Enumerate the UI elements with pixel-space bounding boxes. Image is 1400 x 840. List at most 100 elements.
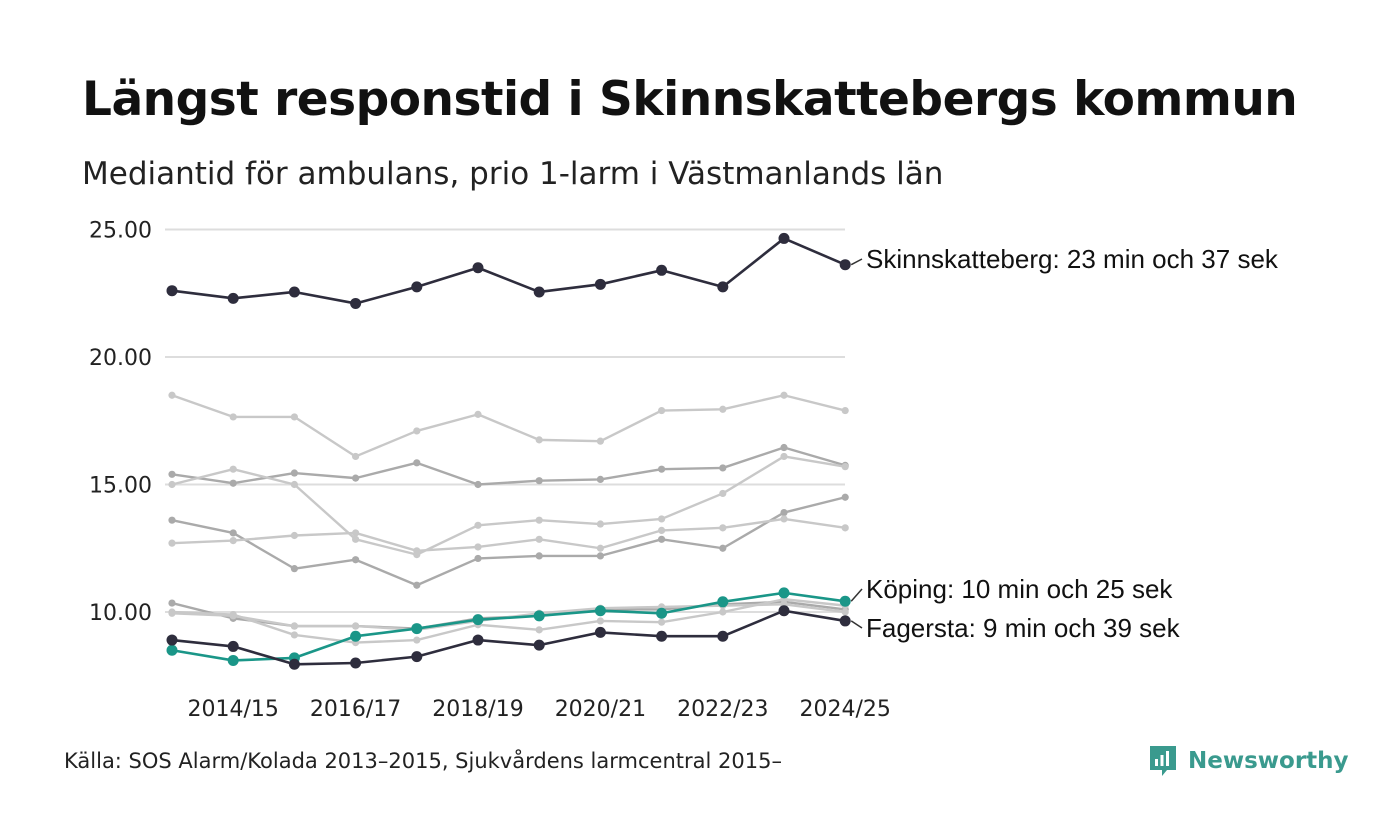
label-leader-k-ping xyxy=(850,588,863,602)
data-point-kommun-d xyxy=(229,529,237,537)
data-point-kommun-d xyxy=(719,544,727,552)
data-point-skinnskatteberg xyxy=(288,286,300,298)
series-line-kommun-c xyxy=(171,455,846,556)
data-point-kommun-d xyxy=(474,554,482,563)
data-point-k-ping xyxy=(717,596,729,608)
data-point-fagersta xyxy=(839,615,851,627)
data-point-kommun-c xyxy=(596,520,605,528)
data-point-k-ping xyxy=(533,610,545,622)
newsworthy-logo-icon xyxy=(1150,746,1176,776)
data-point-kommun-g xyxy=(413,636,421,644)
data-point-kommun-c xyxy=(719,489,727,498)
data-point-kommun-b xyxy=(413,459,421,467)
data-point-kommun-g xyxy=(719,608,727,616)
series-line-fagersta xyxy=(171,609,846,666)
series-label-fagersta: Fagersta: 9 min och 39 sek xyxy=(866,613,1181,643)
data-point-kommun-h xyxy=(352,622,360,630)
data-point-kommun-g xyxy=(535,626,543,634)
data-point-kommun-b xyxy=(780,443,788,452)
data-point-kommun-d xyxy=(352,556,360,564)
data-point-kommun-e xyxy=(780,515,788,523)
data-point-kommun-c xyxy=(168,480,176,489)
data-point-fagersta xyxy=(656,630,668,642)
series-line-kommun-g xyxy=(171,598,846,644)
data-point-kommun-h xyxy=(841,608,849,616)
data-point-fagersta xyxy=(594,626,606,638)
x-tick-label: 2014/15 xyxy=(187,697,278,722)
x-tick-label: 2018/19 xyxy=(432,697,523,722)
data-point-kommun-c xyxy=(229,465,237,473)
grey-series-group xyxy=(168,391,849,647)
x-tick-label: 2024/25 xyxy=(799,697,890,722)
data-point-kommun-c xyxy=(290,480,298,489)
data-point-kommun-a xyxy=(841,406,849,415)
data-point-kommun-h xyxy=(168,609,176,617)
data-point-kommun-h xyxy=(290,622,298,630)
x-tick-label: 2022/23 xyxy=(677,697,768,722)
data-point-kommun-a xyxy=(229,413,237,421)
data-point-skinnskatteberg xyxy=(350,297,362,309)
brand[interactable]: Newsworthy xyxy=(1148,744,1349,778)
data-point-kommun-b xyxy=(168,470,176,478)
data-point-kommun-d xyxy=(413,581,421,589)
data-point-kommun-e xyxy=(474,543,482,551)
data-point-kommun-e xyxy=(841,524,849,532)
y-axis: 25.00 20.00 15.00 10.00 xyxy=(89,219,152,627)
y-tick-label: 25.00 xyxy=(89,219,152,244)
data-point-kommun-a xyxy=(535,436,543,444)
data-point-kommun-b xyxy=(596,475,605,483)
data-point-kommun-a xyxy=(168,391,176,399)
data-point-kommun-e xyxy=(535,535,543,543)
data-point-kommun-h xyxy=(229,612,237,620)
gridlines xyxy=(165,228,845,613)
data-point-skinnskatteberg xyxy=(717,281,729,293)
data-point-kommun-c xyxy=(474,521,482,529)
data-point-kommun-a xyxy=(474,410,482,418)
data-point-skinnskatteberg xyxy=(166,285,178,297)
series-line-skinnskatteberg xyxy=(171,237,846,305)
x-axis: 2014/15 2016/17 2018/19 2020/21 2022/23 2024/… xyxy=(187,697,890,722)
chart-subtitle: Mediantid för ambulans, prio 1-larm i Vä… xyxy=(82,156,944,192)
y-tick-label: 15.00 xyxy=(89,474,152,499)
data-point-kommun-a xyxy=(780,391,788,399)
data-point-k-ping xyxy=(350,630,362,642)
data-point-kommun-a xyxy=(658,406,666,415)
x-tick-label: 2016/17 xyxy=(310,697,401,722)
data-point-kommun-b xyxy=(474,480,482,489)
data-point-kommun-d xyxy=(168,516,176,524)
data-point-fagersta xyxy=(533,639,545,651)
series-label-skinnskatteberg: Skinnskatteberg: 23 min och 37 sek xyxy=(866,244,1279,274)
data-point-kommun-d xyxy=(780,508,788,517)
data-point-skinnskatteberg xyxy=(778,232,790,244)
data-point-kommun-b xyxy=(535,477,543,485)
data-point-kommun-c xyxy=(658,515,666,523)
data-point-kommun-e xyxy=(352,529,360,537)
data-point-kommun-a xyxy=(413,427,421,435)
y-tick-label: 20.00 xyxy=(89,346,152,371)
chart-title: Längst responstid i Skinnskattebergs kom… xyxy=(82,72,1298,127)
data-point-kommun-a xyxy=(290,413,298,421)
data-point-fagersta xyxy=(717,630,729,642)
series-line-kommun-b xyxy=(171,446,846,486)
data-point-k-ping xyxy=(227,654,239,666)
data-point-kommun-e xyxy=(658,526,666,535)
data-point-fagersta xyxy=(166,634,178,646)
data-point-skinnskatteberg xyxy=(411,281,423,293)
series-label-k-ping: Köping: 10 min och 25 sek xyxy=(866,574,1173,604)
data-point-kommun-e xyxy=(413,547,421,555)
data-point-fagersta xyxy=(411,651,423,663)
data-point-kommun-f xyxy=(168,599,176,607)
label-leader-fagersta xyxy=(850,620,863,629)
data-point-kommun-d xyxy=(658,535,666,543)
series-line-k-ping xyxy=(171,591,846,662)
data-point-fagersta xyxy=(288,658,300,670)
x-tick-label: 2020/21 xyxy=(555,697,646,722)
series-labels: Skinnskatteberg: 23 min och 37 sek Köping… xyxy=(850,244,1279,643)
highlight-series-group xyxy=(166,232,851,670)
data-point-fagersta xyxy=(472,634,484,646)
data-point-kommun-e xyxy=(229,537,237,545)
data-point-skinnskatteberg xyxy=(533,286,545,298)
data-point-k-ping xyxy=(594,605,606,617)
data-point-skinnskatteberg xyxy=(839,259,851,271)
